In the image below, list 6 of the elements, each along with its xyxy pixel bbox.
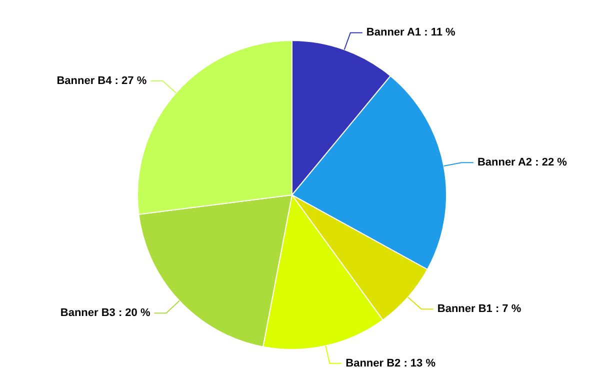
- slice-label: Banner B2 : 13 %: [346, 357, 436, 370]
- slice-label: Banner B4 : 27 %: [56, 74, 147, 87]
- slice-label: Banner A2 : 22 %: [477, 156, 568, 169]
- slice-label: Banner A1 : 11 %: [366, 26, 456, 39]
- slice-label: Banner B1 : 7 %: [437, 303, 522, 316]
- slice-label: Banner B3 : 20 %: [60, 307, 150, 320]
